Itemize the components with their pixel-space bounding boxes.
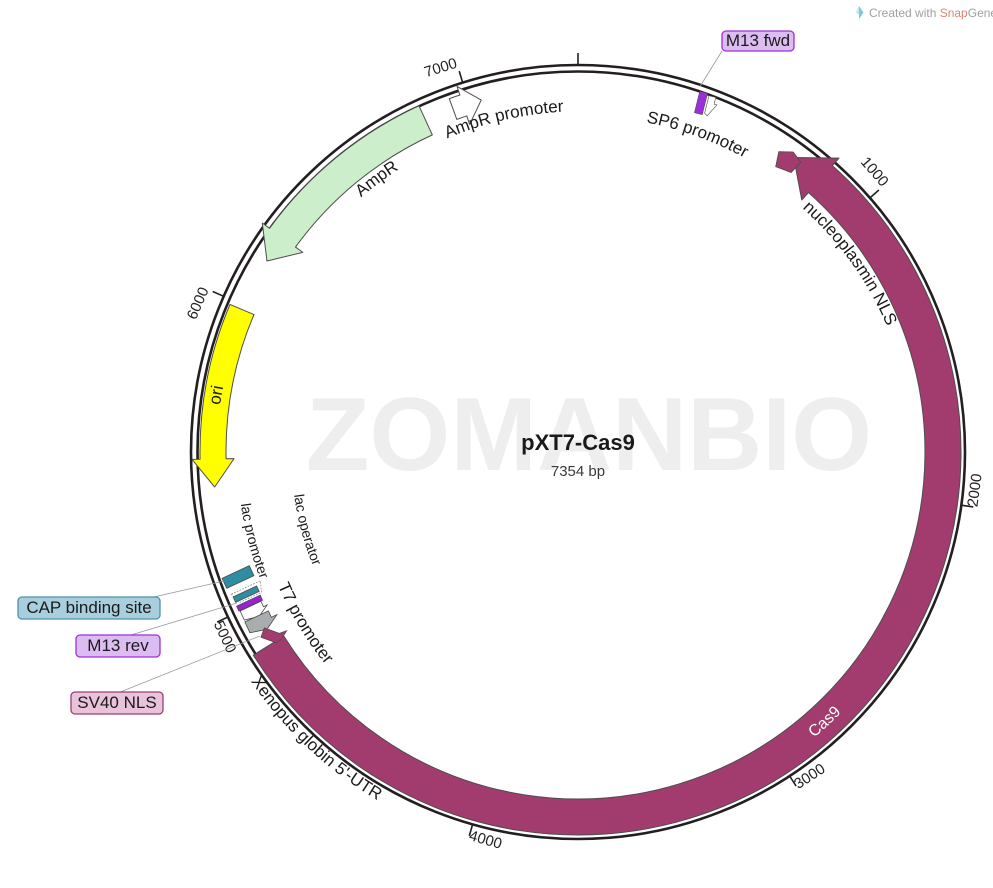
svg-text:ori: ori bbox=[205, 384, 227, 406]
svg-text:lac operator: lac operator bbox=[291, 493, 325, 568]
svg-text:7354 bp: 7354 bp bbox=[551, 463, 605, 480]
svg-text:M13 fwd: M13 fwd bbox=[726, 31, 790, 50]
svg-text:pXT7-Cas9: pXT7-Cas9 bbox=[521, 430, 635, 455]
svg-text:1000: 1000 bbox=[857, 154, 892, 190]
svg-text:Created with SnapGene®: Created with SnapGene® bbox=[869, 6, 993, 20]
svg-text:SV40 NLS: SV40 NLS bbox=[77, 693, 156, 712]
svg-text:6000: 6000 bbox=[184, 285, 213, 322]
svg-text:2000: 2000 bbox=[964, 473, 985, 508]
svg-text:7000: 7000 bbox=[422, 55, 459, 81]
svg-text:M13 rev: M13 rev bbox=[87, 636, 149, 655]
svg-text:CAP binding site: CAP binding site bbox=[26, 598, 151, 617]
svg-text:SP6 promoter: SP6 promoter bbox=[645, 108, 752, 162]
